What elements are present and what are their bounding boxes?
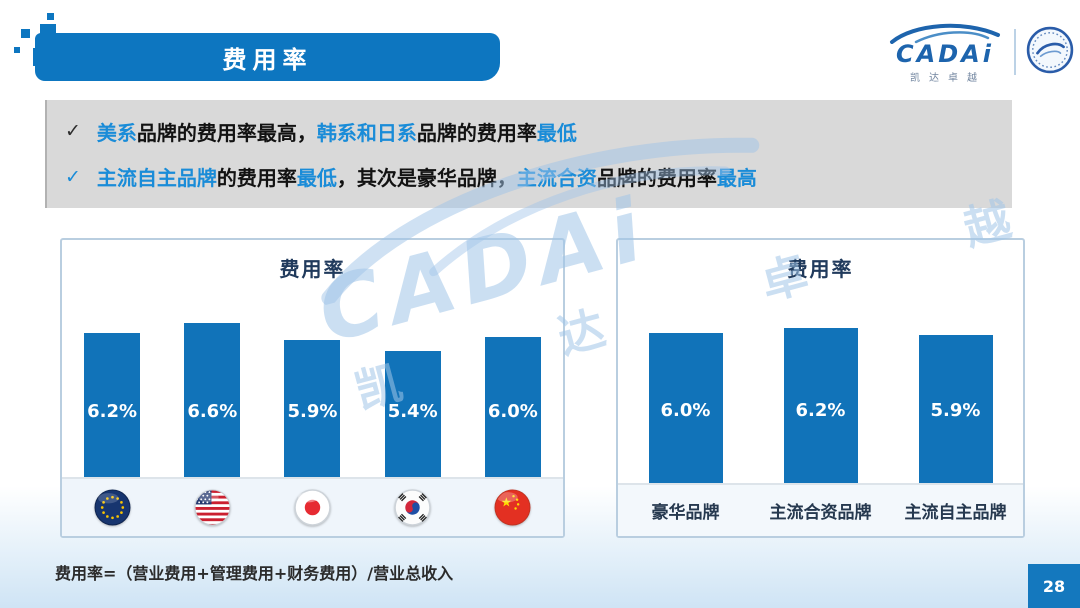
highlight-text: 最低	[536, 120, 577, 145]
logo: CADAi 凯达卓越	[886, 20, 1074, 84]
korea-flag-icon	[394, 489, 431, 526]
check-icon: ✓	[65, 165, 81, 188]
usa-flag-icon	[194, 489, 231, 526]
eu-flag-icon	[94, 489, 131, 526]
brand-text: CADAi	[896, 40, 994, 68]
plain-text: 品牌的费用率	[416, 120, 537, 145]
flags-row	[62, 479, 563, 536]
bar: 6.6%	[184, 323, 241, 477]
chart-panel-right: 费用率 6.0% 6.2% 5.9% 豪华品牌 主流合资品牌 主流自主品牌	[616, 238, 1025, 538]
deco-square	[14, 47, 20, 53]
category-label: 主流自主品牌	[904, 503, 1007, 523]
plain-text: 品牌的费用率	[596, 166, 717, 191]
page-number-badge: 28	[1028, 564, 1080, 608]
highlight-text: 最高	[716, 166, 757, 191]
bar-value-label: 6.6%	[187, 401, 238, 422]
callout: ✓ 美系品牌的费用率最高，韩系和日系品牌的费用率最低 ✓ 主流自主品牌的费用率最低，其…	[45, 100, 1012, 208]
bar-value-label: 6.2%	[795, 400, 846, 421]
bar-value-label: 6.0%	[487, 401, 538, 422]
highlight-text: 主流合资	[516, 166, 597, 191]
check-icon: ✓	[65, 120, 81, 143]
highlight-text: 主流自主品牌	[96, 166, 217, 191]
bar-value-label: 5.9%	[287, 401, 338, 422]
highlight-text: 最低	[296, 166, 337, 191]
bar: 6.2%	[84, 333, 141, 477]
bar: 6.0%	[484, 337, 541, 477]
brand-block: CADAi 凯达卓越	[886, 20, 1004, 84]
chart-title: 费用率	[787, 257, 854, 281]
title-banner: 费用率	[35, 33, 500, 81]
footnote: 费用率=（营业费用+管理费用+财务费用）/营业总收入	[55, 564, 454, 583]
bar: 6.2%	[783, 328, 858, 483]
bar-value-label: 6.0%	[660, 400, 711, 421]
bar-value-label: 6.2%	[87, 401, 138, 422]
bars-left: 6.2% 6.6% 5.9% 5.4% 6.0%	[62, 284, 563, 479]
bar-value-label: 5.4%	[387, 401, 438, 422]
category-label: 豪华品牌	[651, 503, 720, 523]
china-flag-icon	[494, 489, 531, 526]
highlight-text: 韩系和日系	[316, 120, 417, 145]
bullet-text: 主流自主品牌的费用率最低，其次是豪华品牌，主流合资品牌的费用率最高	[97, 162, 757, 191]
bar: 5.9%	[918, 335, 993, 483]
brand-subtext: 凯达卓越	[910, 73, 986, 84]
chart-panel-left: 费用率 6.2% 6.6% 5.9% 5.4% 6.0%	[60, 238, 565, 538]
deco-square	[19, 27, 32, 40]
bullet-text: 美系品牌的费用率最高，韩系和日系品牌的费用率最低	[97, 117, 577, 146]
highlight-text: 美系	[96, 120, 137, 145]
plain-text: 品牌的费用率最高，	[136, 120, 317, 145]
bar: 5.9%	[284, 340, 341, 477]
japan-flag-icon	[294, 489, 331, 526]
bar-value-label: 5.9%	[930, 400, 981, 421]
plain-text: ，其次是豪华品牌，	[336, 166, 517, 191]
slide-title: 费用率	[222, 45, 313, 74]
chart-title: 费用率	[279, 257, 346, 281]
car-swoosh-icon	[886, 20, 1004, 48]
certification-badge-icon	[1026, 26, 1074, 78]
bullet-item: ✓ 主流自主品牌的费用率最低，其次是豪华品牌，主流合资品牌的费用率最高	[65, 162, 1012, 191]
bullet-item: ✓ 美系品牌的费用率最高，韩系和日系品牌的费用率最低	[65, 117, 1012, 146]
bar: 6.0%	[648, 333, 723, 483]
categories-row: 豪华品牌 主流合资品牌 主流自主品牌	[618, 485, 1023, 536]
bars-right: 6.0% 6.2% 5.9%	[618, 284, 1023, 485]
logo-divider	[1014, 29, 1016, 75]
bar: 5.4%	[384, 351, 441, 477]
category-label: 主流合资品牌	[769, 503, 872, 523]
plain-text: 的费用率	[216, 166, 297, 191]
